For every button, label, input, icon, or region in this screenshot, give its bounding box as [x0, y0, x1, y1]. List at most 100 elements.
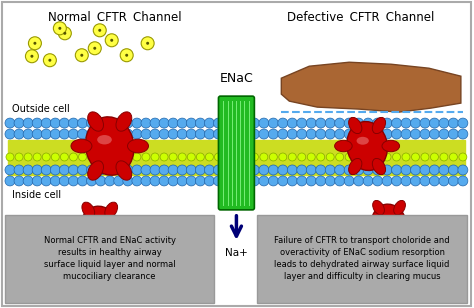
Circle shape	[435, 243, 447, 256]
Circle shape	[58, 27, 71, 40]
Circle shape	[30, 241, 34, 244]
Circle shape	[249, 118, 259, 128]
Circle shape	[204, 165, 214, 175]
Circle shape	[123, 118, 133, 128]
Circle shape	[115, 153, 123, 161]
Circle shape	[96, 118, 106, 128]
Circle shape	[177, 176, 187, 186]
Circle shape	[259, 165, 269, 175]
Circle shape	[125, 54, 128, 57]
Circle shape	[449, 153, 457, 161]
Ellipse shape	[82, 202, 95, 218]
Circle shape	[97, 153, 105, 161]
Circle shape	[297, 129, 307, 139]
Circle shape	[26, 50, 38, 63]
Circle shape	[142, 153, 150, 161]
Circle shape	[383, 153, 391, 161]
Circle shape	[114, 129, 124, 139]
Circle shape	[373, 129, 383, 139]
Circle shape	[78, 165, 88, 175]
Circle shape	[373, 118, 383, 128]
Circle shape	[159, 118, 169, 128]
Circle shape	[78, 129, 88, 139]
Circle shape	[195, 129, 205, 139]
Circle shape	[14, 118, 24, 128]
Circle shape	[44, 224, 46, 227]
Circle shape	[345, 153, 353, 161]
Circle shape	[93, 47, 96, 50]
Circle shape	[68, 249, 82, 262]
Circle shape	[381, 249, 393, 262]
Circle shape	[344, 176, 354, 186]
Circle shape	[24, 153, 32, 161]
Ellipse shape	[97, 135, 112, 144]
Circle shape	[123, 129, 133, 139]
Circle shape	[306, 118, 316, 128]
Circle shape	[64, 32, 66, 35]
Circle shape	[123, 165, 133, 175]
Ellipse shape	[373, 237, 384, 251]
Circle shape	[195, 118, 205, 128]
Circle shape	[458, 165, 468, 175]
Circle shape	[385, 254, 389, 257]
Circle shape	[78, 176, 88, 186]
Ellipse shape	[402, 221, 418, 231]
Circle shape	[429, 165, 439, 175]
Circle shape	[132, 165, 142, 175]
Circle shape	[213, 118, 223, 128]
Text: Defective  CFTR  Channel: Defective CFTR Channel	[287, 11, 435, 24]
Circle shape	[106, 153, 114, 161]
Text: Normal  CFTR  Channel: Normal CFTR Channel	[48, 11, 182, 24]
Circle shape	[287, 118, 297, 128]
Circle shape	[32, 129, 42, 139]
Ellipse shape	[116, 161, 132, 180]
Circle shape	[363, 176, 373, 186]
Circle shape	[410, 129, 420, 139]
Circle shape	[33, 153, 41, 161]
Circle shape	[124, 153, 132, 161]
Circle shape	[34, 42, 36, 45]
Circle shape	[420, 129, 430, 139]
Circle shape	[345, 244, 357, 257]
Circle shape	[392, 153, 401, 161]
Circle shape	[353, 231, 365, 244]
Circle shape	[354, 176, 364, 186]
Circle shape	[151, 153, 159, 161]
Circle shape	[38, 219, 51, 232]
Circle shape	[363, 118, 373, 128]
Circle shape	[103, 219, 116, 232]
Ellipse shape	[356, 137, 369, 145]
Circle shape	[259, 118, 269, 128]
Circle shape	[15, 153, 23, 161]
Circle shape	[269, 153, 277, 161]
Ellipse shape	[373, 117, 385, 134]
Circle shape	[75, 49, 88, 62]
Circle shape	[138, 229, 151, 242]
Circle shape	[458, 129, 468, 139]
Circle shape	[439, 165, 449, 175]
Circle shape	[287, 165, 297, 175]
Circle shape	[316, 118, 326, 128]
Circle shape	[382, 176, 392, 186]
Ellipse shape	[371, 204, 407, 248]
Ellipse shape	[382, 140, 400, 152]
Polygon shape	[281, 62, 461, 112]
Circle shape	[410, 176, 420, 186]
Circle shape	[392, 176, 401, 186]
Circle shape	[392, 118, 401, 128]
Text: Chloride ions: Chloride ions	[398, 221, 457, 230]
Circle shape	[59, 129, 69, 139]
Circle shape	[23, 176, 33, 186]
Circle shape	[14, 165, 24, 175]
Circle shape	[116, 248, 119, 251]
Circle shape	[178, 153, 186, 161]
Circle shape	[159, 129, 169, 139]
FancyBboxPatch shape	[219, 96, 255, 210]
Circle shape	[87, 165, 97, 175]
Circle shape	[50, 165, 60, 175]
Circle shape	[363, 165, 373, 175]
Circle shape	[88, 153, 96, 161]
Circle shape	[105, 176, 115, 186]
Circle shape	[364, 153, 372, 161]
Circle shape	[249, 129, 259, 139]
